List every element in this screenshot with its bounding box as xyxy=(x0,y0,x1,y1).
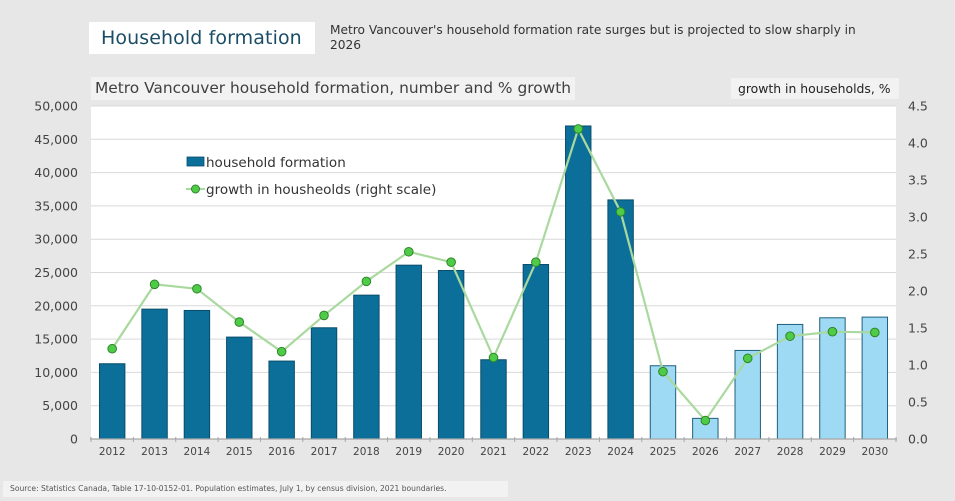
left-tick-label: 45,000 xyxy=(34,132,78,147)
x-tick-label: 2024 xyxy=(607,446,634,458)
left-tick-label: 50,000 xyxy=(34,99,78,114)
x-tick-label: 2013 xyxy=(141,446,168,458)
growth-marker xyxy=(531,257,541,267)
chart-title: Metro Vancouver household formation, num… xyxy=(91,77,576,100)
left-axis: 0 5,000 10,000 15,000 20,000 25,000 30,000 35,0… xyxy=(34,99,78,447)
x-tick-label: 2021 xyxy=(480,446,507,458)
bars xyxy=(98,125,889,440)
growth-marker xyxy=(658,366,668,377)
x-tick-label: 2026 xyxy=(692,446,719,458)
legend-label-line: growth in housheolds (right scale) xyxy=(206,182,436,198)
right-tick-label: 4.0 xyxy=(908,136,928,151)
bar-historical xyxy=(480,359,507,440)
title-box: Household formation xyxy=(89,22,315,54)
legend-swatch-bar xyxy=(186,156,205,167)
left-tick-label: 20,000 xyxy=(34,298,78,313)
x-tick-label: 2017 xyxy=(311,446,338,458)
right-tick-label: 0.0 xyxy=(908,432,928,447)
left-tick-label: 40,000 xyxy=(34,165,78,180)
left-tick-label: 25,000 xyxy=(34,265,78,280)
bar-historical xyxy=(395,264,422,440)
right-axis-title: growth in households, % xyxy=(731,78,899,99)
growth-marker xyxy=(615,207,626,217)
left-tick-label: 0 xyxy=(70,432,78,447)
growth-line-series xyxy=(107,124,880,426)
source-note: Source: Statistics Canada, Table 17-10-0… xyxy=(3,481,508,497)
growth-marker xyxy=(700,415,711,426)
growth-marker xyxy=(870,327,880,338)
bar-historical xyxy=(226,336,253,440)
growth-marker xyxy=(827,326,838,337)
bar-projected xyxy=(776,323,804,440)
growth-marker xyxy=(446,257,456,267)
right-tick-label: 3.5 xyxy=(908,173,928,188)
growth-marker xyxy=(107,343,117,354)
x-tick-label: 2029 xyxy=(819,446,846,458)
growth-marker xyxy=(488,352,499,363)
growth-marker xyxy=(319,310,329,321)
growth-marker xyxy=(149,279,160,290)
bar-projected xyxy=(649,365,677,440)
left-tick-label: 10,000 xyxy=(34,365,78,380)
growth-marker xyxy=(785,331,795,341)
legend-label-bar: household formation xyxy=(206,155,346,171)
page-title: Household formation xyxy=(101,27,302,49)
right-tick-label: 4.5 xyxy=(908,99,928,114)
bar-historical xyxy=(183,309,211,440)
x-tick-label: 2015 xyxy=(226,446,253,458)
right-tick-label: 0.5 xyxy=(908,395,928,410)
x-tick-label: 2022 xyxy=(523,446,550,458)
x-tick-label: 2028 xyxy=(777,446,804,458)
bar-historical xyxy=(141,308,168,440)
x-tick-label: 2016 xyxy=(268,446,295,458)
bar-historical xyxy=(437,270,465,440)
bar-historical xyxy=(565,125,592,440)
growth-marker xyxy=(403,246,414,257)
x-tick-label: 2020 xyxy=(438,446,465,458)
x-tick-label: 2027 xyxy=(734,446,761,458)
growth-marker xyxy=(276,346,287,357)
legend: household formation growth in housheolds… xyxy=(186,155,436,198)
growth-marker xyxy=(742,353,753,364)
right-tick-label: 1.5 xyxy=(908,321,928,336)
x-tick-label: 2012 xyxy=(99,446,126,458)
right-tick-label: 2.0 xyxy=(908,284,928,299)
bar-historical xyxy=(98,363,126,440)
bar-historical xyxy=(607,199,634,440)
growth-marker xyxy=(361,276,372,287)
bar-historical xyxy=(522,264,550,440)
bar-historical xyxy=(353,294,380,440)
right-tick-label: 2.5 xyxy=(908,247,928,262)
left-tick-label: 15,000 xyxy=(34,332,78,347)
page-subtitle: Metro Vancouver's household formation ra… xyxy=(330,23,856,52)
x-tick-label: 2030 xyxy=(861,446,888,458)
x-tick-label: 2018 xyxy=(353,446,380,458)
growth-marker xyxy=(192,283,202,294)
x-tick-label: 2023 xyxy=(565,446,592,458)
bar-historical xyxy=(310,327,338,440)
growth-marker xyxy=(234,317,245,327)
bar-projected xyxy=(819,317,846,440)
right-tick-label: 1.0 xyxy=(908,358,928,373)
bar-projected xyxy=(734,349,761,440)
left-tick-label: 30,000 xyxy=(34,232,78,247)
x-tick-label: 2025 xyxy=(650,446,677,458)
left-tick-label: 5,000 xyxy=(42,398,78,413)
legend-swatch-marker xyxy=(191,184,200,194)
x-tick-label: 2014 xyxy=(184,446,211,458)
x-axis: 2012 2013 2014 2015 2016 2017 2018 2019 2020 2021… xyxy=(90,437,897,458)
x-tick-label: 2019 xyxy=(395,446,422,458)
right-tick-label: 3.0 xyxy=(908,210,928,225)
left-tick-label: 35,000 xyxy=(34,198,78,213)
growth-marker xyxy=(573,124,584,134)
right-axis: 0.0 0.5 1.0 1.5 2.0 2.5 3.0 3.5 4.0 4.5 xyxy=(908,99,928,447)
bar-historical xyxy=(268,360,295,440)
